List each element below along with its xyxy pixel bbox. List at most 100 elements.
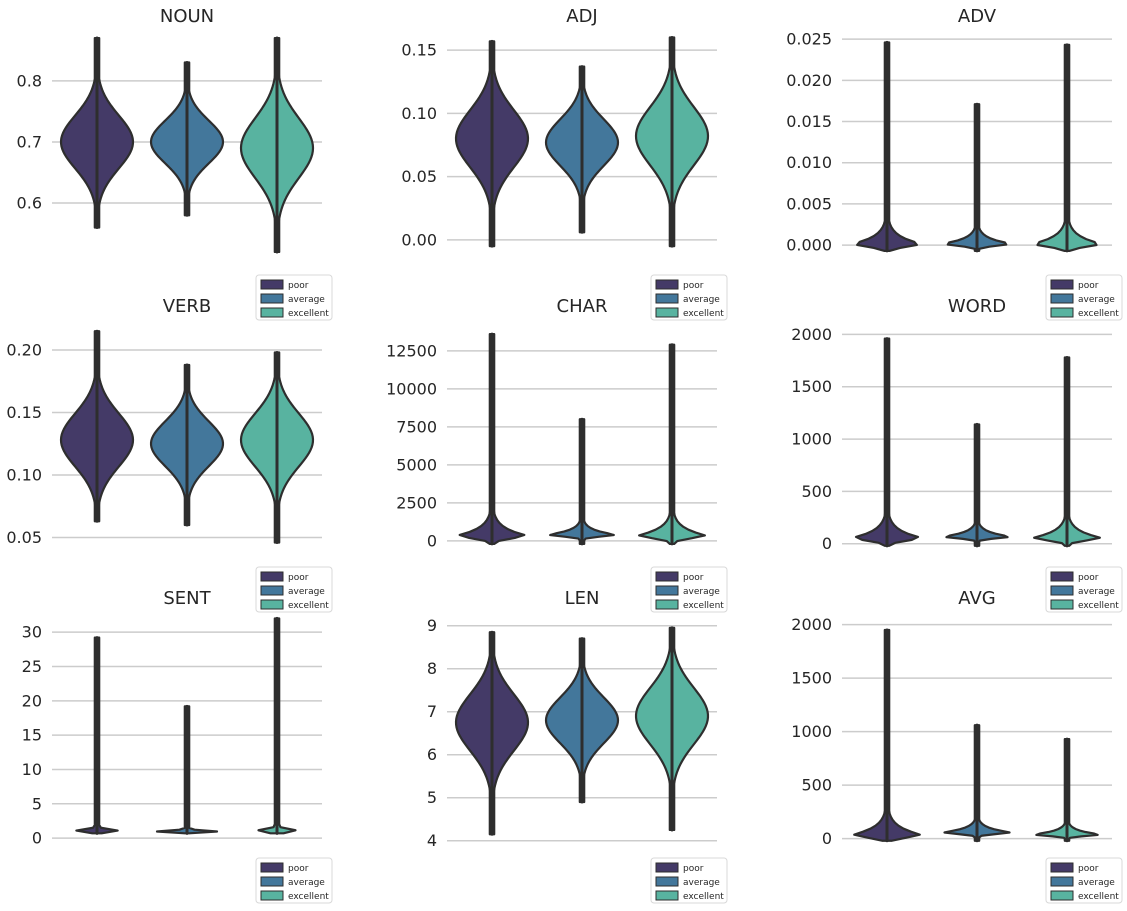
y-tick-label: 2500 xyxy=(396,493,437,512)
legend-swatch-poor xyxy=(1050,571,1074,582)
y-tick-label: 20 xyxy=(22,691,42,710)
legend: poor average excellent xyxy=(255,274,333,321)
legend-label: excellent xyxy=(288,892,329,902)
y-tick-label: 5 xyxy=(427,788,437,807)
legend-label: poor xyxy=(1078,864,1099,874)
legend-label: average xyxy=(683,878,720,888)
legend-swatch-excellent xyxy=(1050,890,1074,901)
y-tick-label: 1500 xyxy=(791,377,832,396)
legend-swatch-excellent xyxy=(260,599,284,610)
legend-swatch-average xyxy=(655,293,679,304)
y-tick-label: 0 xyxy=(427,531,437,550)
legend-swatch-excellent xyxy=(260,890,284,901)
legend-label: average xyxy=(683,295,720,305)
legend: poor average excellent xyxy=(1045,274,1123,321)
y-tick-label: 0 xyxy=(822,829,832,848)
subplot-char: CHAR 0 2500 5000 7500 10000 12500 poor average ex… xyxy=(386,296,728,613)
legend-label: excellent xyxy=(1078,601,1119,611)
subplot-adv: ADV 0.000 0.005 0.010 0.015 0.020 0.025 poor ave… xyxy=(786,6,1123,321)
legend-swatch-excellent xyxy=(655,307,679,318)
legend-label: poor xyxy=(1078,573,1099,583)
subplot-avg: AVG 0 500 1000 1500 2000 poor average excellent xyxy=(791,588,1123,904)
y-tick-label: 1000 xyxy=(791,430,832,449)
y-tick-label: 6 xyxy=(427,745,437,764)
subplot-title: LEN xyxy=(565,588,600,609)
y-tick-label: 2000 xyxy=(791,325,832,344)
y-tick-label: 0.6 xyxy=(17,194,42,213)
legend-label: excellent xyxy=(683,601,724,611)
legend-label: average xyxy=(288,587,325,597)
legend-swatch-average xyxy=(260,293,284,304)
legend-label: poor xyxy=(288,864,309,874)
legend-swatch-average xyxy=(260,585,284,596)
legend-swatch-poor xyxy=(260,862,284,873)
legend-label: average xyxy=(683,587,720,597)
y-tick-label: 0.000 xyxy=(786,236,832,255)
subplot-adj: ADJ 0.00 0.05 0.10 0.15 poor average excellent xyxy=(401,6,728,321)
subplot-title: SENT xyxy=(163,588,211,609)
legend-label: average xyxy=(1078,295,1115,305)
legend: poor average excellent xyxy=(1045,566,1123,613)
legend-swatch-poor xyxy=(260,571,284,582)
y-tick-label: 15 xyxy=(22,726,42,745)
y-tick-label: 0.00 xyxy=(401,230,437,249)
y-tick-label: 4 xyxy=(427,831,437,850)
legend-label: excellent xyxy=(683,309,724,319)
legend-label: poor xyxy=(1078,281,1099,291)
y-tick-label: 9 xyxy=(427,616,437,635)
legend-swatch-average xyxy=(260,876,284,887)
y-tick-label: 0.025 xyxy=(786,30,832,49)
legend-label: poor xyxy=(288,573,309,583)
subplot-word: WORD 0 500 1000 1500 2000 poor average excellent xyxy=(791,296,1123,613)
y-tick-label: 0.10 xyxy=(401,104,437,123)
legend-swatch-average xyxy=(655,585,679,596)
legend-swatch-average xyxy=(1050,585,1074,596)
legend-label: poor xyxy=(683,573,704,583)
y-tick-label: 1000 xyxy=(791,722,832,741)
legend-swatch-poor xyxy=(655,571,679,582)
y-tick-label: 500 xyxy=(801,482,832,501)
legend-swatch-excellent xyxy=(1050,599,1074,610)
legend-swatch-poor xyxy=(655,862,679,873)
subplot-title: WORD xyxy=(948,296,1006,317)
legend-swatch-poor xyxy=(260,279,284,290)
legend-swatch-poor xyxy=(1050,862,1074,873)
legend-label: excellent xyxy=(288,309,329,319)
subplot-title: CHAR xyxy=(557,296,608,317)
y-tick-label: 8 xyxy=(427,659,437,678)
legend-label: poor xyxy=(683,864,704,874)
subplot-title: VERB xyxy=(163,296,212,317)
y-tick-label: 0.20 xyxy=(6,341,42,360)
legend: poor average excellent xyxy=(255,566,333,613)
y-tick-label: 0.05 xyxy=(6,528,42,547)
legend-label: excellent xyxy=(683,892,724,902)
y-tick-label: 0.10 xyxy=(6,466,42,485)
y-tick-label: 25 xyxy=(22,657,42,676)
subplot-title: NOUN xyxy=(160,6,214,27)
legend: poor average excellent xyxy=(1045,857,1123,904)
legend-label: average xyxy=(288,295,325,305)
y-tick-label: 0.005 xyxy=(786,194,832,213)
subplot-title: ADJ xyxy=(566,6,597,27)
y-tick-label: 5000 xyxy=(396,455,437,474)
legend-label: poor xyxy=(683,281,704,291)
subplot-sent: SENT 0 5 10 15 20 25 30 poor average excellent xyxy=(22,588,333,904)
y-tick-label: 5 xyxy=(32,794,42,813)
y-tick-label: 2000 xyxy=(791,615,832,634)
legend-label: average xyxy=(1078,587,1115,597)
legend-label: excellent xyxy=(1078,309,1119,319)
legend: poor average excellent xyxy=(650,857,728,904)
legend-swatch-excellent xyxy=(260,307,284,318)
subplot-verb: VERB 0.05 0.10 0.15 0.20 poor average excellent xyxy=(6,296,333,613)
legend-swatch-poor xyxy=(1050,279,1074,290)
legend-label: average xyxy=(288,878,325,888)
y-tick-label: 0.020 xyxy=(786,71,832,90)
y-tick-label: 10 xyxy=(22,760,42,779)
y-tick-label: 0.015 xyxy=(786,112,832,131)
y-tick-label: 7500 xyxy=(396,417,437,436)
y-tick-label: 0.8 xyxy=(17,71,42,90)
subplot-len: LEN 4 5 6 7 8 9 poor average excellent xyxy=(427,588,728,904)
legend-swatch-excellent xyxy=(655,599,679,610)
legend-swatch-excellent xyxy=(655,890,679,901)
legend: poor average excellent xyxy=(255,857,333,904)
